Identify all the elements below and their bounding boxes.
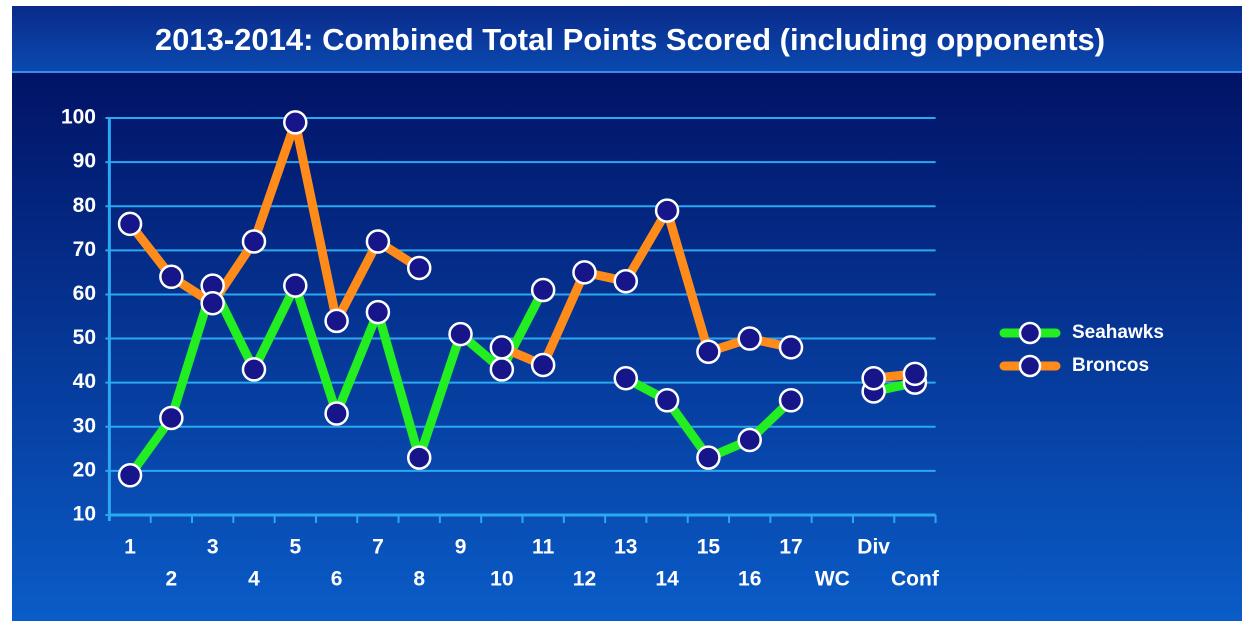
point [530,352,556,378]
point [778,388,804,413]
legend-label: Seahawks [1072,322,1164,343]
point [117,211,143,237]
point [696,339,721,365]
legend-marker [1018,354,1042,378]
point [159,264,184,290]
point [902,361,928,387]
y-tick-label: 50 [73,326,96,349]
point [696,445,721,470]
x-tick-label: 17 [779,536,802,559]
point [365,299,391,325]
x-tick-label: 11 [532,536,555,559]
header [12,6,1242,72]
point [448,321,473,347]
x-tick-label: 14 [655,568,679,591]
x-tick-label: 2 [166,568,178,591]
y-tick-label: 20 [73,458,96,481]
chart-title: 2013-2014: Combined Total Points Scored … [155,22,1105,57]
x-tick-label: 15 [697,536,721,559]
point [324,308,349,334]
point [654,198,680,223]
point [530,277,556,303]
x-tick-label: 1 [124,536,136,559]
y-tick-label: 90 [73,150,96,173]
x-tick-label: 7 [372,536,384,559]
point [283,110,308,135]
point [365,229,391,254]
point [406,255,432,281]
x-tick-label: 10 [490,568,513,591]
y-tick-label: 30 [73,414,96,437]
x-tick-label: WC [815,568,850,591]
point [778,335,804,360]
x-tick-label: 3 [207,536,219,559]
point [241,229,267,254]
point [861,366,886,391]
y-tick-label: 70 [73,238,96,261]
point [489,357,515,382]
x-tick-label: 13 [614,536,637,559]
point [613,268,639,294]
legend-marker [1018,321,1042,345]
x-tick-label: 12 [573,568,596,591]
point [737,427,762,453]
point [324,401,349,426]
point [572,260,597,285]
legend-label: Broncos [1072,355,1149,376]
y-tick-label: 100 [61,106,96,129]
point [241,357,267,382]
point [613,366,639,391]
point [117,463,143,488]
y-tick-label: 60 [73,282,96,305]
y-tick-label: 10 [73,503,96,526]
x-tick-label: Div [857,536,890,559]
y-tick-label: 80 [73,194,96,217]
x-tick-label: 5 [289,536,301,559]
point [654,388,680,413]
x-tick-label: Conf [891,568,940,591]
x-tick-label: 4 [248,568,260,591]
y-tick-label: 40 [73,370,96,393]
background [12,6,1242,621]
point [200,291,225,316]
point [489,335,515,360]
point [159,405,184,431]
x-tick-label: 6 [331,568,343,591]
x-tick-label: 16 [738,568,761,591]
x-tick-label: 8 [413,568,425,591]
point [406,445,432,470]
x-tick-label: 9 [455,536,467,559]
point [283,273,308,298]
point [737,326,762,351]
